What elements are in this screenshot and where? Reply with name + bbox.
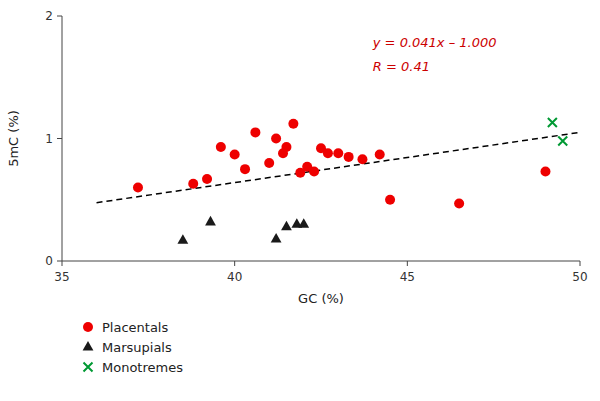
point bbox=[558, 136, 567, 145]
annotation: y = 0.041x – 1.000 bbox=[372, 35, 497, 50]
point bbox=[133, 183, 143, 193]
point bbox=[202, 174, 212, 184]
y-tick bbox=[57, 261, 62, 262]
point bbox=[216, 142, 226, 152]
legend-marker bbox=[83, 322, 93, 332]
point bbox=[375, 149, 385, 159]
y-axis-label: 5mC (%) bbox=[6, 110, 21, 167]
x-tick bbox=[234, 261, 235, 266]
y-tick-label: 2 bbox=[45, 9, 53, 23]
point bbox=[281, 142, 291, 152]
point bbox=[344, 152, 354, 162]
point bbox=[281, 221, 292, 231]
x-tick-label: 45 bbox=[400, 270, 415, 284]
point bbox=[323, 148, 333, 158]
point bbox=[385, 195, 395, 205]
x-tick-label: 35 bbox=[54, 270, 69, 284]
x-tick bbox=[62, 261, 63, 266]
chart: 35 40 45 50 0 1 2 GC (%) 5mC (%) y = 0.041x – 1.0… bbox=[0, 0, 600, 401]
plot-area bbox=[97, 118, 580, 244]
legend-marker bbox=[83, 341, 94, 351]
y-tick bbox=[57, 138, 62, 139]
point bbox=[271, 233, 282, 243]
y-tick bbox=[57, 16, 62, 17]
x-axis bbox=[62, 261, 580, 262]
y-tick-label: 0 bbox=[45, 254, 53, 268]
point bbox=[298, 218, 309, 228]
legend: Placentals Marsupials Monotremes bbox=[83, 320, 184, 375]
point bbox=[188, 179, 198, 189]
point bbox=[240, 164, 250, 174]
point bbox=[548, 118, 557, 127]
point bbox=[271, 134, 281, 144]
legend-label: Placentals bbox=[102, 320, 168, 335]
legend-marker bbox=[84, 363, 93, 372]
x-tick bbox=[580, 261, 581, 266]
point bbox=[454, 198, 464, 208]
point bbox=[264, 158, 274, 168]
x-tick bbox=[407, 261, 408, 266]
y-tick-label: 1 bbox=[45, 132, 53, 146]
point bbox=[309, 167, 319, 177]
point bbox=[288, 119, 298, 129]
x-tick-label: 50 bbox=[572, 270, 587, 284]
point bbox=[357, 154, 367, 164]
annotation: R = 0.41 bbox=[373, 59, 430, 74]
regression-line bbox=[97, 132, 580, 202]
point bbox=[205, 216, 216, 226]
point bbox=[230, 149, 240, 159]
x-tick-label: 40 bbox=[227, 270, 242, 284]
legend-label: Marsupials bbox=[102, 340, 172, 355]
point bbox=[250, 127, 260, 137]
point bbox=[177, 234, 188, 244]
legend-label: Monotremes bbox=[102, 360, 183, 375]
x-axis-label: GC (%) bbox=[298, 291, 344, 306]
point bbox=[333, 148, 343, 158]
point bbox=[540, 167, 550, 177]
